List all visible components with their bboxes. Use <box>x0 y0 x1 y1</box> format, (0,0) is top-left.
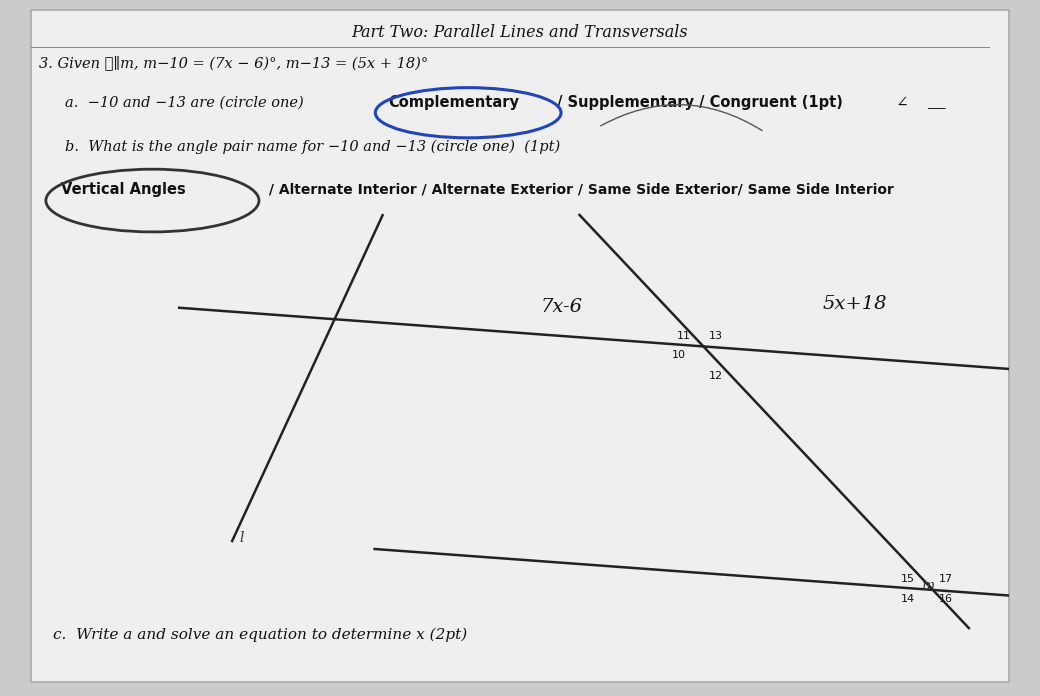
Text: —: — <box>926 100 945 117</box>
Text: 7x-6: 7x-6 <box>541 297 582 315</box>
Text: 5x+18: 5x+18 <box>823 294 887 313</box>
Text: b.  What is the angle pair name for −10 and −13 (circle one)  (1pt): b. What is the angle pair name for −10 a… <box>66 140 561 154</box>
Text: 3. Given ℓ∥m, m−10 = (7x − 6)°, m−13 = (5x + 18)°: 3. Given ℓ∥m, m−10 = (7x − 6)°, m−13 = (… <box>40 55 428 70</box>
Text: l: l <box>239 530 244 544</box>
Text: c.  Write a and solve an equation to determine x (2pt): c. Write a and solve an equation to dete… <box>53 627 467 642</box>
Text: m: m <box>920 579 934 593</box>
Text: 17: 17 <box>939 574 953 584</box>
Text: 16: 16 <box>939 594 953 604</box>
Text: / Alternate Interior / Alternate Exterior / Same Side Exterior/ Same Side Interi: / Alternate Interior / Alternate Exterio… <box>264 182 893 196</box>
Text: Vertical Angles: Vertical Angles <box>60 182 185 197</box>
Text: 13: 13 <box>709 331 723 340</box>
Text: a.  −10 and −13 are (circle one): a. −10 and −13 are (circle one) <box>66 95 309 109</box>
Text: 12: 12 <box>709 370 724 381</box>
Text: 11: 11 <box>677 331 691 340</box>
Text: Part Two: Parallel Lines and Transversals: Part Two: Parallel Lines and Transversal… <box>352 24 688 41</box>
Text: 14: 14 <box>901 594 915 604</box>
Text: Complementary: Complementary <box>388 95 519 111</box>
Text: 15: 15 <box>902 574 915 584</box>
Text: / Supplementary / Congruent (1pt): / Supplementary / Congruent (1pt) <box>552 95 849 111</box>
Text: ∠: ∠ <box>896 95 909 109</box>
Text: 10: 10 <box>672 350 685 361</box>
